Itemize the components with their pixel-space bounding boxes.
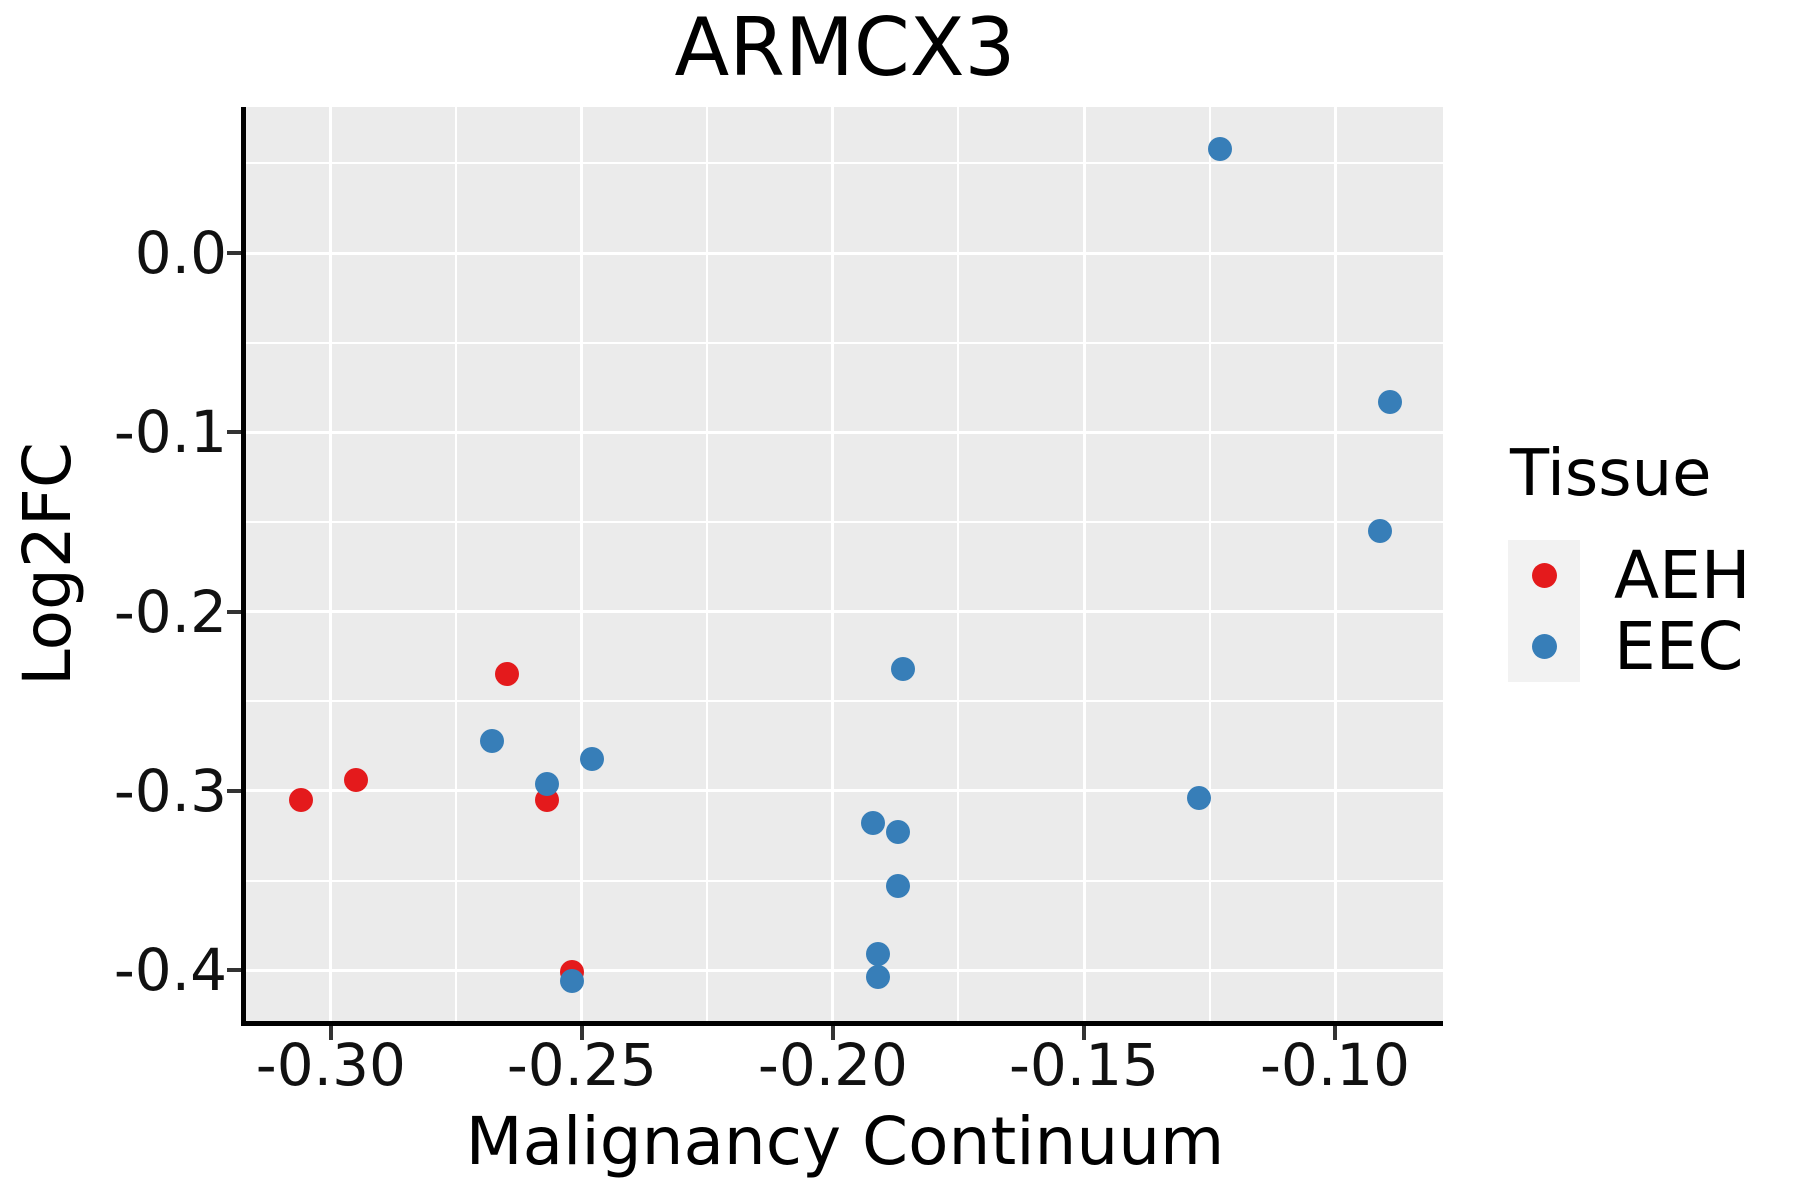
x-tick-label: -0.30 [255, 1031, 406, 1099]
y-minor-gridline [246, 700, 1443, 703]
legend-label-aeh: AEH [1614, 537, 1751, 614]
x-tick-label: -0.25 [506, 1031, 657, 1099]
y-minor-gridline [246, 341, 1443, 344]
x-major-gridline [1333, 107, 1337, 1021]
y-tick-label: -0.3 [113, 756, 227, 825]
x-tick-mark [830, 1026, 835, 1040]
data-point-eec [886, 820, 911, 845]
y-tick-mark [227, 968, 241, 973]
x-tick-label: -0.10 [1260, 1031, 1411, 1099]
data-point-eec [559, 969, 584, 994]
data-point-eec [579, 746, 604, 771]
x-tick-label: -0.20 [757, 1031, 908, 1099]
y-tick-label: 0.0 [134, 219, 227, 288]
x-major-gridline [831, 107, 835, 1021]
y-minor-gridline [246, 162, 1443, 165]
data-point-eec [886, 873, 911, 898]
plot-panel [246, 107, 1443, 1021]
data-point-eec [1368, 519, 1393, 543]
plot-title: ARMCX3 [674, 1, 1016, 94]
data-point-eec [891, 657, 916, 682]
y-tick-label: -0.4 [113, 936, 227, 1005]
y-tick-mark [227, 788, 241, 793]
data-point-aeh [343, 768, 368, 793]
y-tick-mark [227, 609, 241, 614]
x-major-gridline [580, 107, 584, 1021]
x-axis-title: Malignancy Continuum [465, 1103, 1225, 1180]
y-minor-gridline [246, 521, 1443, 524]
x-tick-mark [1082, 1026, 1086, 1040]
data-point-eec [1378, 389, 1403, 414]
data-point-eec [861, 811, 886, 836]
x-major-gridline [1082, 107, 1086, 1021]
data-point-eec [534, 771, 559, 796]
x-minor-gridline [1208, 107, 1211, 1021]
y-axis-line [241, 107, 246, 1026]
data-point-aeh [494, 662, 519, 687]
legend-key-aeh [1508, 540, 1580, 611]
legend-key-eec [1508, 611, 1580, 682]
y-tick-label: -0.1 [113, 398, 227, 467]
data-point-eec [1207, 137, 1232, 162]
data-point-eec [1187, 786, 1212, 811]
y-major-gridline [246, 789, 1443, 793]
y-major-gridline [246, 610, 1443, 614]
data-point-eec [866, 965, 891, 990]
aeh-point-swatch-icon [1531, 563, 1557, 588]
y-tick-mark [227, 251, 241, 256]
legend-title: Tissue [1510, 437, 1712, 511]
x-minor-gridline [455, 107, 458, 1021]
y-major-gridline [246, 968, 1443, 972]
x-tick-label: -0.15 [1008, 1031, 1160, 1099]
legend-entries: AEH EEC [1508, 540, 1798, 682]
y-tick-label: -0.2 [113, 577, 227, 646]
x-tick-mark [328, 1026, 333, 1040]
y-major-gridline [246, 430, 1443, 434]
legend-label-eec: EEC [1614, 608, 1744, 685]
x-minor-gridline [957, 107, 960, 1021]
x-tick-mark [1333, 1026, 1338, 1040]
eec-point-swatch-icon [1531, 634, 1557, 659]
legend-entry-eec: EEC [1508, 611, 1798, 682]
x-major-gridline [329, 107, 333, 1021]
data-point-eec [866, 942, 891, 967]
x-tick-mark [579, 1026, 584, 1040]
data-point-eec [479, 728, 504, 753]
legend-entry-aeh: AEH [1508, 540, 1798, 611]
y-minor-gridline [246, 879, 1443, 882]
y-axis-title: Log2FC [9, 442, 86, 686]
data-point-aeh [288, 787, 313, 812]
y-tick-mark [227, 430, 241, 435]
x-axis-line [241, 1021, 1443, 1026]
x-minor-gridline [706, 107, 709, 1021]
legend: Tissue AEH EEC [1508, 436, 1798, 682]
y-major-gridline [246, 251, 1443, 255]
